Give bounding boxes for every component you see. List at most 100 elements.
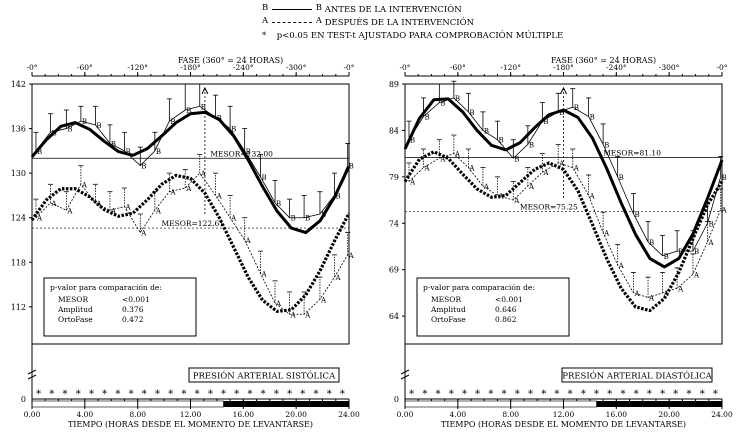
y-tick-label: 136 — [11, 125, 26, 134]
data-marker-A: A — [409, 179, 416, 187]
top-tick-label: -240° — [606, 63, 627, 72]
data-marker-A: A — [66, 207, 73, 215]
legend-star: * — [262, 31, 267, 41]
data-marker-A: A — [124, 204, 131, 212]
y-tick-label: 89 — [389, 80, 399, 89]
data-marker-A: A — [542, 169, 549, 177]
data-marker-B: B — [82, 118, 87, 126]
significance-star: * — [488, 389, 493, 400]
significance-star: * — [181, 389, 186, 400]
stats-value: 0.472 — [122, 315, 144, 324]
significance-star: * — [274, 389, 279, 400]
stats-box: p-valor para comparación de: MESOR <0.001 A… — [416, 277, 570, 337]
data-marker-B: B — [156, 148, 161, 156]
stats-frame — [416, 277, 570, 337]
top-tick-label: -60° — [450, 63, 466, 72]
significance-star: * — [422, 389, 427, 400]
y-tick-label: 64 — [389, 312, 399, 321]
data-marker-A: A — [348, 252, 355, 260]
data-marker-B: B — [574, 104, 579, 112]
legend-key-letter-left: A — [262, 16, 269, 26]
data-marker-B: B — [469, 109, 474, 117]
data-marker-B: B — [262, 174, 267, 182]
significance-star: * — [287, 389, 292, 400]
data-marker-A: A — [140, 230, 147, 238]
data-marker-B: B — [514, 155, 519, 163]
data-marker-A: A — [497, 192, 504, 200]
top-tick-label: -120° — [500, 63, 521, 72]
data-marker-A: A — [603, 230, 610, 238]
data-marker-A: A — [721, 206, 728, 214]
data-marker-B: B — [635, 211, 640, 219]
y-zero-label: 0 — [394, 395, 399, 404]
data-marker-B: B — [708, 220, 713, 228]
data-marker-A: A — [261, 270, 268, 278]
significance-star: * — [234, 389, 239, 400]
data-marker-B: B — [246, 148, 251, 156]
data-marker-B: B — [424, 114, 429, 122]
legend-row-after: A A DESPUÉS DE LA INTERVENCIÓN — [262, 16, 474, 28]
top-tick-label: -0° — [399, 63, 410, 72]
acrophase-arrow — [201, 86, 209, 95]
legend-key-letter-right: B — [315, 3, 322, 13]
data-marker-A: A — [483, 183, 490, 191]
data-marker-B: B — [590, 114, 595, 122]
legend-text-significance: p<0.05 EN TEST-t AJUSTADO PARA COMPROBAC… — [276, 31, 564, 41]
chart-diastolic: FASE (360° = 24 HORAS) -0° -60° -120° -180° -… — [389, 56, 733, 429]
significance-star: * — [475, 389, 480, 400]
data-marker-B: B — [604, 141, 609, 149]
significance-star: * — [634, 389, 639, 400]
stats-value: 0.646 — [495, 305, 517, 314]
significance-star: * — [436, 389, 441, 400]
data-marker-A: A — [155, 207, 162, 215]
stats-label: Amplitud — [57, 305, 93, 314]
observed-line-A — [35, 172, 349, 315]
top-tick-label: -180° — [553, 63, 574, 72]
data-marker-A: A — [320, 296, 327, 304]
y-tick-label: 124 — [11, 214, 26, 223]
data-marker-A: A — [110, 207, 117, 215]
x-tick-label: 24.00 — [338, 410, 360, 419]
significance-star: * — [409, 389, 414, 400]
data-marker-A: A — [334, 274, 341, 282]
significance-star: * — [195, 389, 200, 400]
data-marker-B: B — [125, 148, 130, 156]
data-marker-B: B — [678, 248, 683, 256]
y-tick-label: 79 — [389, 173, 399, 182]
significance-star: * — [327, 389, 332, 400]
legend-text-before: ANTES DE LA INTERVENCIÓN — [324, 5, 462, 15]
data-marker-B: B — [649, 239, 654, 247]
stats-value: 0.376 — [122, 305, 144, 314]
data-marker-A: A — [573, 165, 580, 173]
top-tick-label: -0° — [26, 63, 37, 72]
top-tick-label: -300° — [286, 63, 307, 72]
mesor-label: MESOR=132.00 — [210, 149, 273, 158]
data-marker-A: A — [216, 192, 223, 200]
stats-box: p-valor para comparación de: MESOR <0.001 A… — [43, 277, 197, 337]
data-marker-A: A — [185, 185, 192, 193]
data-marker-A: A — [169, 189, 176, 197]
significance-star: * — [449, 389, 454, 400]
data-marker-A: A — [290, 311, 297, 319]
legend-row-significance: * p<0.05 EN TEST-t AJUSTADO PARA COMPROB… — [262, 31, 563, 41]
data-marker-B: B — [96, 122, 101, 130]
x-axis-label: TIEMPO (HORAS DESDE EL MOMENTO DE LEVANT… — [68, 420, 313, 429]
x-tick-label: 4.00 — [76, 410, 93, 419]
stats-value: 0.862 — [495, 315, 517, 324]
top-axis-label: FASE (360° = 24 HORAS) — [178, 56, 283, 65]
data-marker-B: B — [335, 192, 340, 200]
significance-star: * — [541, 389, 546, 400]
significance-star: * — [620, 389, 625, 400]
data-marker-B: B — [186, 107, 191, 115]
observed-line-B — [35, 105, 349, 219]
significance-star: * — [647, 389, 652, 400]
significance-star: * — [221, 389, 226, 400]
data-marker-B: B — [67, 126, 72, 134]
x-tick-label: 20.00 — [658, 410, 680, 419]
top-tick-label: -0° — [343, 63, 354, 72]
observed-line-A — [408, 153, 722, 298]
data-marker-A: A — [50, 200, 57, 208]
chart-systolic: FASE (360° = 24 HORAS) -0° -60° -120° -180° -… — [11, 56, 360, 429]
x-tick-label: 8.00 — [502, 410, 519, 419]
data-marker-A: A — [677, 285, 684, 293]
